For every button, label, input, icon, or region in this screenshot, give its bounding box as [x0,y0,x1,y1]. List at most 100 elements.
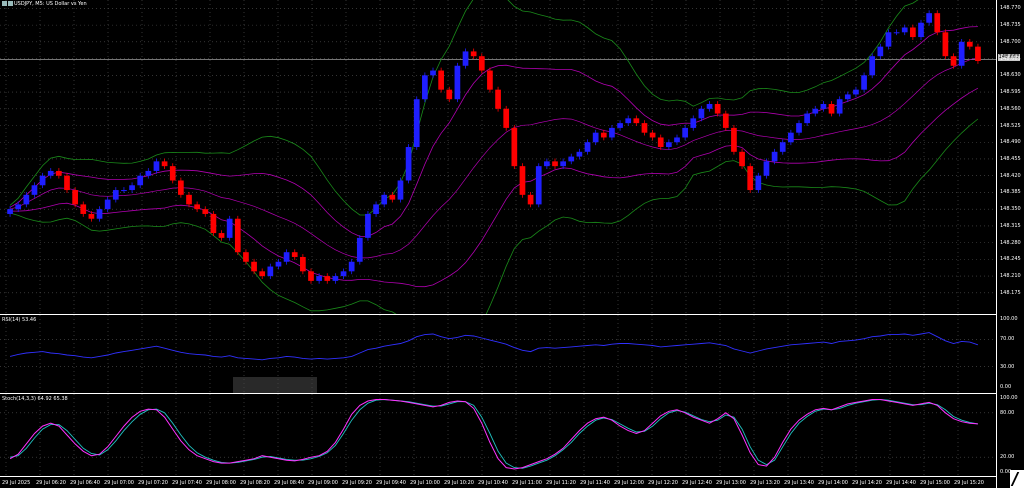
stoch-tick-label: 80.00 [1000,409,1015,416]
candle-body [609,127,615,138]
candle-body [47,170,54,176]
pane-separator-2[interactable] [0,393,1024,394]
price-chart-pane[interactable]: USDJPY, M5: US Dollar vs Yen [0,0,996,314]
price-axis[interactable] [996,0,1024,488]
candle-body [779,142,786,152]
candle-body [975,46,981,61]
candle-body [226,218,233,238]
candle-body [804,113,810,124]
candle-body [56,170,62,176]
price-tick-label: 148.350 [1000,206,1021,213]
candle-body [657,137,664,148]
candle-body [487,70,493,90]
candle-body [259,271,266,277]
candle-body [625,118,632,124]
candle-body [910,27,916,38]
chart-toggle-icon[interactable] [8,1,13,6]
candle-body [844,94,851,100]
stoch-pane[interactable]: Stoch(14,3,3) 64.92 65.38 [0,394,996,476]
candle-body [584,142,591,152]
price-tick-label: 148.280 [1000,239,1021,246]
price-tick-label: 148.665 [1000,55,1021,62]
candle-body [308,271,314,281]
time-tick-label: 29 Jul 15:00 [920,480,950,486]
chart-menu-icon[interactable] [2,1,7,6]
candle-body [389,194,396,200]
candle-body [251,261,257,272]
rsi-tick-label: 30.00 [1000,363,1015,370]
price-tick-label: 148.420 [1000,172,1021,179]
rsi-line [9,332,979,361]
time-tick-label: 29 Jul 12:20 [648,480,678,486]
time-tick-label: 29 Jul 11:40 [580,480,610,486]
time-tick-label: 29 Jul 06:40 [70,480,100,486]
candle-body [942,32,949,57]
candle-body [104,199,111,210]
candle-body [300,256,306,272]
price-tick-label: 148.560 [1000,105,1021,112]
candle-body [519,166,526,195]
price-tick-label: 148.770 [1000,5,1021,12]
candle-body [194,204,200,210]
rsi-chart-svg [0,315,996,393]
candle-body [674,137,680,143]
time-tick-label: 29 Jul 07:20 [138,480,168,486]
candle-body [568,156,575,162]
candle-body [88,213,95,219]
candle-body [316,276,322,281]
candle-body [552,161,558,167]
time-tick-label: 29 Jul 14:40 [886,480,916,486]
candle-body [901,27,908,33]
candle-body [7,209,13,214]
stoch-main-line [9,399,978,470]
time-tick-label: 29 Jul 08:00 [206,480,236,486]
candle-body [356,237,363,262]
time-tick-label: 29 Jul 10:40 [478,480,508,486]
candle-body [405,147,412,181]
candle-body [332,276,339,281]
candle-body [129,185,135,191]
candle-body [666,142,672,148]
rsi-tick-label: 70.00 [1000,336,1015,343]
candle-body [893,32,900,34]
candle-body [690,118,697,128]
candle-body [202,209,209,214]
candle-body [373,204,379,214]
time-axis-separator [0,476,1024,477]
candle-body [527,194,534,205]
candle-body [267,266,274,277]
candle-body [145,170,152,176]
tradingview-logo-icon [1010,470,1024,488]
stoch-chart-svg [0,394,996,476]
candle-body [836,99,843,114]
time-tick-label: 29 Jul 09:00 [308,480,338,486]
time-tick-label: 29 Jul 13:40 [784,480,814,486]
candle-body [885,32,892,47]
time-tick-label: 29 Jul 07:00 [104,480,134,486]
candle-body [560,161,566,167]
price-tick-label: 148.525 [1000,122,1021,129]
pane-separator-1[interactable] [0,314,1024,315]
candle-body [397,180,404,200]
candle-body [169,166,176,181]
candle-body [218,233,225,238]
price-tick-label: 148.700 [1000,38,1021,45]
candle-body [234,218,241,253]
candle-body [381,194,388,205]
candle-body [739,151,745,167]
candle-body [706,104,713,109]
candle-body [722,113,729,128]
rsi-pane[interactable]: RSI(14) 53.46 [0,315,996,393]
outer-upper-band [9,0,919,216]
price-tick-label: 148.385 [1000,189,1021,196]
candle-body [731,127,737,152]
candle-body [39,175,46,186]
candle-body [934,13,941,33]
price-tick-label: 148.210 [1000,273,1021,280]
candle-body [592,132,599,143]
candle-body [243,252,249,262]
price-tick-label: 148.490 [1000,139,1021,146]
time-tick-label: 29 Jul 08:20 [240,480,270,486]
candle-body [918,22,924,38]
candle-body [812,108,819,114]
